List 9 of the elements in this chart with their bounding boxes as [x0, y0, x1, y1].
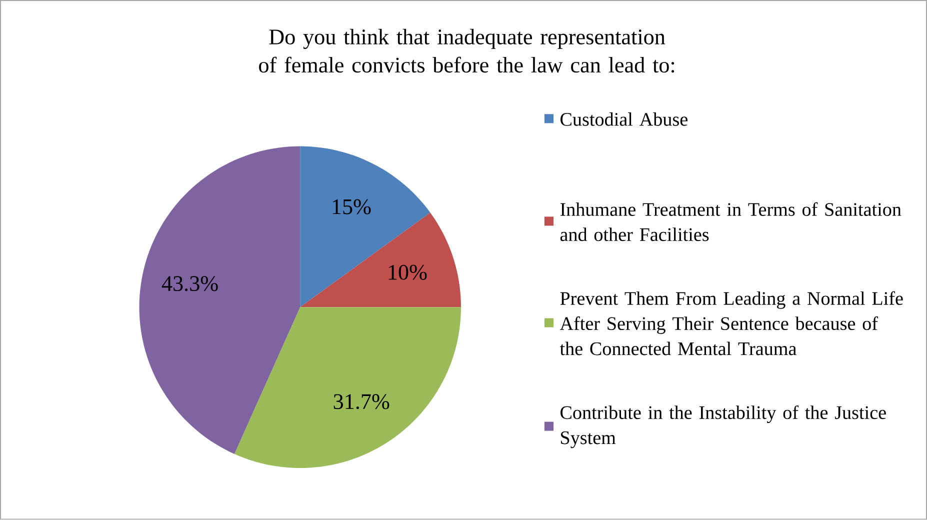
chart-title: Do you think that inadequate representation of female convicts before the law can lead to: — [259, 28, 674, 73]
legend-label: Contribute in the Instability of the Justice System — [560, 406, 886, 448]
data-label: 10% — [388, 264, 427, 280]
data-label: 31.7% — [334, 394, 390, 410]
legend-label: Prevent Them From Leading a Normal Life After Serving Their Sentence because of the Connected Mental Trauma — [560, 291, 903, 356]
data-label: 43.3% — [162, 276, 218, 292]
legend-label: Inhumane Treatment in Terms of Sanitation and other Facilities — [560, 202, 902, 242]
legend-label: Custodial Abuse — [560, 112, 688, 126]
data-label: 15% — [332, 199, 371, 214]
